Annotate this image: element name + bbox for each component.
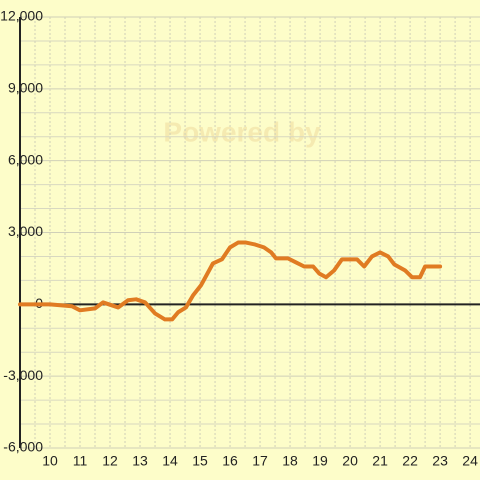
x-tick-label: 20 xyxy=(342,453,358,469)
x-tick-label: 10 xyxy=(42,453,58,469)
x-tick-label: 21 xyxy=(372,453,388,469)
data-line xyxy=(18,240,443,322)
x-tick-label: 15 xyxy=(192,453,208,469)
y-tick-label: 12,000 xyxy=(0,8,43,24)
y-tick-label: 9,000 xyxy=(8,80,43,96)
y-tick-label: -3,000 xyxy=(3,367,43,383)
x-tick-label: 14 xyxy=(162,453,178,469)
x-tick-label: 11 xyxy=(73,453,88,469)
x-tick-label: 23 xyxy=(432,453,448,469)
y-tick-label: -6,000 xyxy=(3,439,43,455)
x-tick-label: 24 xyxy=(462,453,478,469)
x-tick-label: 19 xyxy=(312,453,328,469)
x-tick-label: 17 xyxy=(252,453,268,469)
y-tick-label: 6,000 xyxy=(8,151,43,167)
x-tick-label: 13 xyxy=(132,453,148,469)
x-tick-label: 22 xyxy=(402,453,418,469)
x-tick-label: 12 xyxy=(102,453,118,469)
x-tick-label: 18 xyxy=(282,453,298,469)
watermark: Powered by xyxy=(163,116,321,147)
y-tick-label: 3,000 xyxy=(8,223,43,239)
x-tick-label: 16 xyxy=(222,453,238,469)
